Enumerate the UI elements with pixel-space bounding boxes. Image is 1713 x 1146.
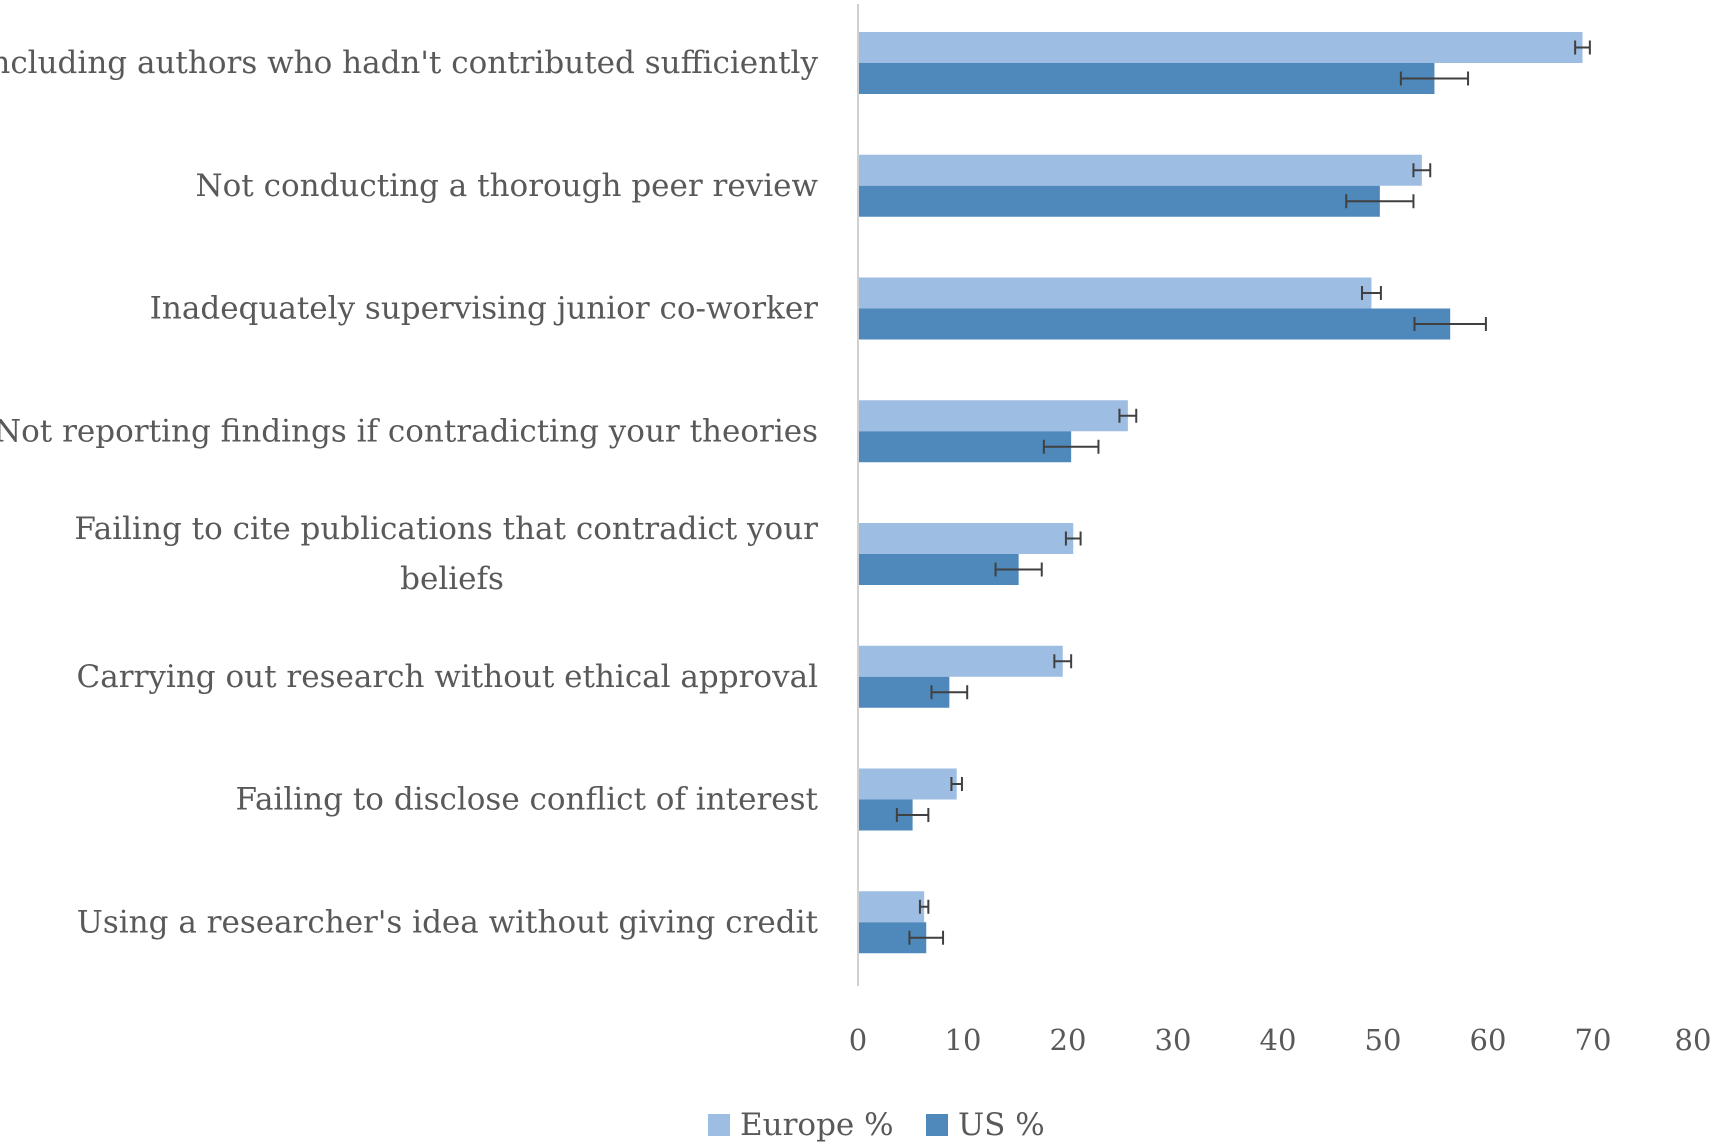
legend: Europe % US % [708,1107,1045,1143]
x-tick-label: 30 [1155,1023,1192,1057]
category-label-line: Not conducting a thorough peer review [195,168,818,204]
error-bar-europe [1064,531,1082,546]
bar-us [858,185,1380,217]
x-tick-label: 80 [1675,1023,1712,1057]
category-label-line: Inadequately supervising junior co-worke… [150,291,818,327]
category-labels: Including authors who hadn't contributed… [0,45,819,940]
error-bar-us [1399,71,1470,86]
category-label: Not reporting findings if contradicting … [0,413,818,449]
x-tick-label: 10 [945,1023,982,1057]
bar-europe [858,400,1128,432]
error-bar-europe [1574,40,1591,55]
error-bar-us [1345,194,1415,209]
x-tick-label: 50 [1365,1023,1402,1057]
category-label-line: Not reporting findings if contradicting … [0,413,818,449]
error-bars-layer [895,40,1591,945]
legend-label-europe: Europe % [740,1107,894,1143]
error-bar-us [895,808,930,822]
bar-europe [858,32,1583,63]
category-label-line: Including authors who hadn't contributed… [0,45,818,81]
bar-europe [858,891,925,923]
category-label-line: Carrying out research without ethical ap… [77,659,818,695]
error-bar-us [994,562,1043,577]
error-bar-europe [950,777,963,791]
x-tick-label: 40 [1260,1023,1297,1057]
x-tick-labels: 0 10 20 30 40 50 60 70 80 [849,1023,1712,1057]
error-bar-us [930,685,969,700]
bar-us [858,308,1451,340]
category-label-line: beliefs [400,561,504,597]
bar-europe [858,154,1422,186]
category-label: Failing to disclose conflict of interest [236,782,819,818]
bar-europe [858,523,1074,554]
bar-us [858,431,1072,463]
legend-swatch-us [926,1114,948,1136]
bars-layer [858,32,1583,954]
category-label-line: Using a researcher's idea without giving… [77,904,819,940]
error-bar-europe [1412,163,1432,178]
error-bar-europe [918,899,930,914]
bar-europe [858,768,957,800]
bar-europe [858,277,1372,309]
error-bar-us [1042,439,1100,454]
x-tick-label: 60 [1470,1023,1507,1057]
x-tick-label: 0 [849,1023,867,1057]
x-tick-label: 70 [1575,1023,1612,1057]
category-label-line: Failing to disclose conflict of interest [236,782,819,818]
category-label: Not conducting a thorough peer review [195,168,818,204]
category-label: Inadequately supervising junior co-worke… [150,291,818,327]
x-tick-label: 20 [1050,1023,1087,1057]
bar-us [858,63,1435,94]
legend-label-us: US % [958,1107,1045,1143]
error-bar-europe [1118,408,1138,423]
category-label: Using a researcher's idea without giving… [77,904,819,940]
category-label: Including authors who hadn't contributed… [0,45,818,81]
legend-swatch-europe [708,1114,730,1136]
category-label: Carrying out research without ethical ap… [77,659,818,695]
error-bar-europe [1361,286,1382,300]
category-label: Failing to cite publications that contra… [74,511,818,597]
category-label-line: Failing to cite publications that contra… [74,511,818,547]
bar-europe [858,645,1063,677]
error-bar-us [1413,317,1487,331]
error-bar-europe [1053,654,1073,669]
error-bar-us [908,930,945,945]
bar-us [858,554,1019,585]
